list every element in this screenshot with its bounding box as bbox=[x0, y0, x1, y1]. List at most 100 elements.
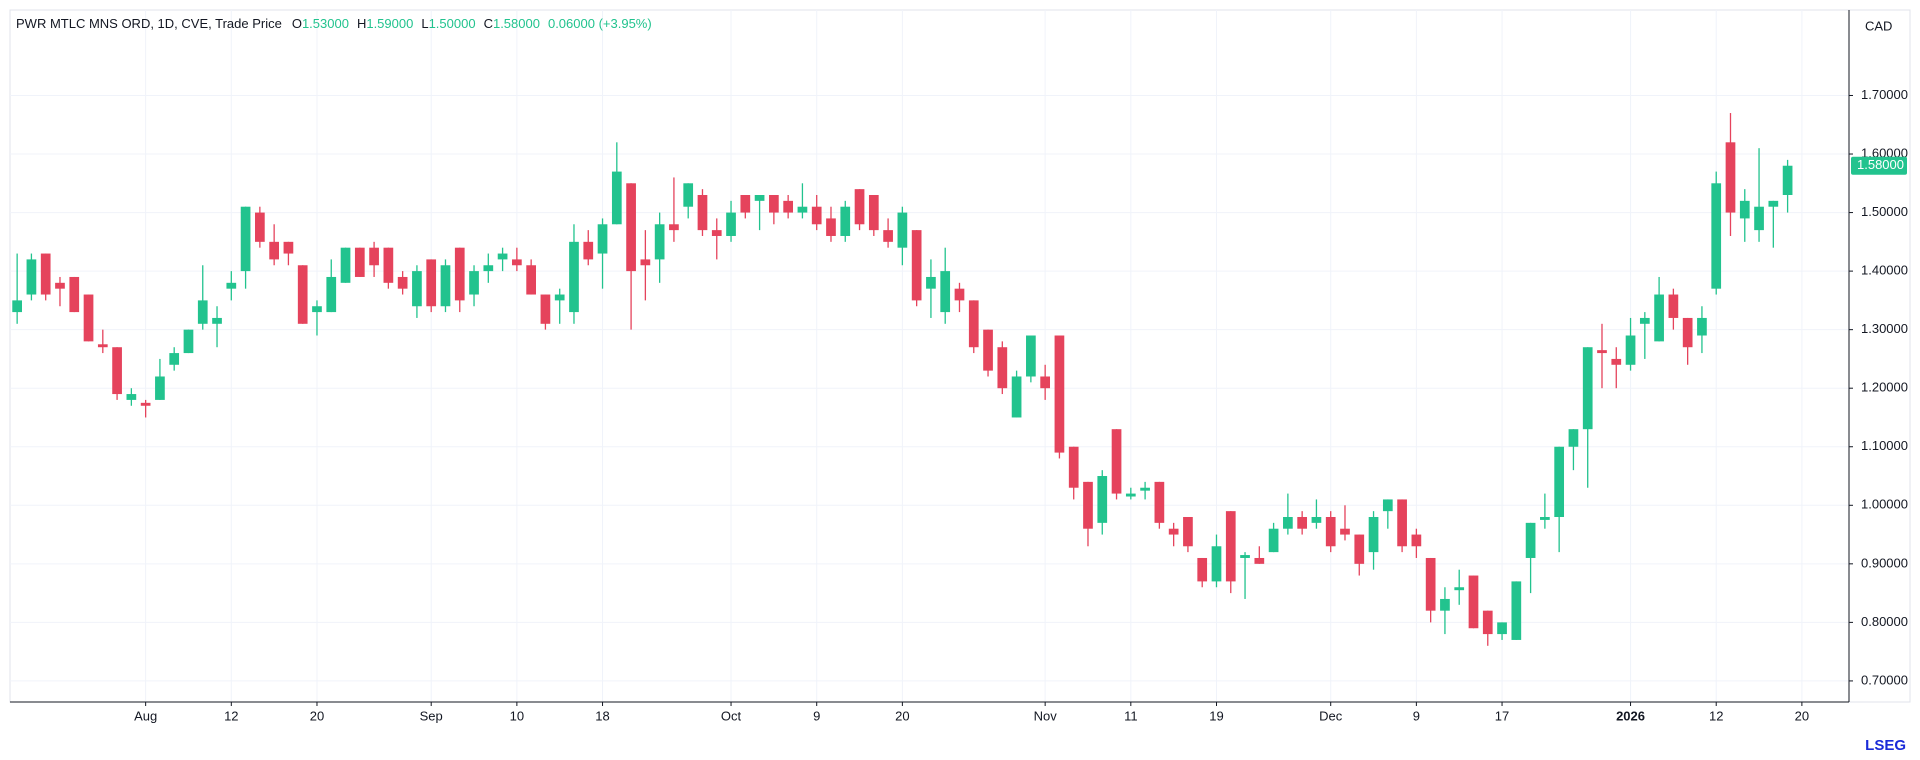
y-tick-label: 0.70000 bbox=[1861, 672, 1908, 687]
candle-body bbox=[397, 276, 408, 289]
candle-body bbox=[140, 402, 151, 406]
candle-body bbox=[126, 394, 137, 400]
ohlc-values: O1.53000 H1.59000 L1.50000 C1.58000 bbox=[292, 16, 548, 31]
candle-body bbox=[1211, 546, 1222, 582]
candle-body bbox=[1697, 317, 1707, 336]
x-tick-label: Oct bbox=[721, 708, 742, 723]
x-tick-label: 18 bbox=[595, 708, 609, 723]
candle-body bbox=[811, 206, 822, 225]
y-tick-label: 0.90000 bbox=[1861, 555, 1908, 570]
candle-body bbox=[340, 247, 351, 283]
candle-body bbox=[669, 224, 679, 231]
candle-body bbox=[769, 195, 779, 213]
candle-body bbox=[226, 282, 237, 289]
ohlc-value: 1.59000 bbox=[366, 16, 414, 31]
candle-body bbox=[497, 253, 508, 260]
x-tick-label: Sep bbox=[420, 708, 443, 723]
candle-body bbox=[69, 276, 80, 313]
symbol-title: PWR MTLC MNS ORD, 1D, CVE, Trade Price bbox=[16, 16, 282, 31]
candle-body bbox=[1340, 528, 1350, 535]
candle-body bbox=[683, 183, 694, 207]
candle-body bbox=[783, 200, 794, 213]
candle-body bbox=[968, 300, 979, 348]
ohlc-label: O bbox=[291, 16, 302, 31]
candle-body bbox=[654, 224, 665, 260]
candle-body bbox=[1054, 335, 1065, 453]
candle-body bbox=[1782, 165, 1793, 196]
candle-body bbox=[854, 189, 865, 225]
candle-body bbox=[597, 224, 608, 254]
x-tick-label: Nov bbox=[1034, 708, 1058, 723]
candle-body bbox=[826, 218, 836, 236]
candle-body bbox=[1068, 446, 1079, 488]
candle-body bbox=[1739, 200, 1750, 219]
candle-body bbox=[1154, 481, 1165, 523]
candle-body bbox=[1440, 598, 1450, 611]
candle-body bbox=[1026, 335, 1036, 377]
candle-body bbox=[1183, 516, 1193, 547]
candle-body bbox=[1040, 376, 1051, 389]
candle-body bbox=[169, 353, 180, 365]
ohlc-label: C bbox=[483, 16, 493, 31]
currency-label: CAD bbox=[1865, 18, 1892, 33]
y-tick-label: 1.50000 bbox=[1861, 204, 1908, 219]
plot-border bbox=[9, 9, 1911, 703]
candle-body bbox=[626, 183, 636, 272]
candle-body bbox=[997, 347, 1008, 389]
candle-body bbox=[1411, 534, 1422, 547]
x-tick-label: 20 bbox=[1795, 708, 1809, 723]
candle-body bbox=[1525, 522, 1536, 558]
candle-body bbox=[426, 259, 437, 307]
candle-body bbox=[1682, 317, 1693, 348]
candle-body bbox=[1297, 516, 1308, 529]
candle-body bbox=[1497, 622, 1507, 635]
candle-body bbox=[540, 294, 551, 324]
candle-body bbox=[12, 300, 22, 313]
candle-body bbox=[326, 276, 337, 313]
candle-body bbox=[112, 347, 122, 395]
candle-body bbox=[255, 212, 265, 242]
x-tick-label: Dec bbox=[1319, 708, 1343, 723]
candle-body bbox=[83, 294, 94, 342]
candle-body bbox=[1639, 317, 1650, 324]
candle-body bbox=[1568, 429, 1579, 447]
candle-body bbox=[1425, 557, 1436, 611]
candle-body bbox=[797, 206, 808, 213]
candle-body bbox=[840, 206, 851, 236]
candle-body bbox=[297, 265, 308, 324]
candle-body bbox=[726, 212, 736, 236]
candle-body bbox=[554, 294, 565, 301]
x-tick-label: 9 bbox=[1413, 708, 1420, 723]
ohlc-label: H bbox=[356, 16, 367, 31]
candle-body bbox=[1554, 446, 1565, 517]
candle-body bbox=[1125, 493, 1136, 497]
x-tick-label: 2026 bbox=[1616, 708, 1645, 723]
candle-body bbox=[40, 253, 51, 295]
candle-body bbox=[611, 171, 622, 225]
candle-body bbox=[740, 195, 751, 213]
candle-body bbox=[1711, 183, 1722, 289]
candle-body bbox=[183, 329, 194, 354]
candle-body bbox=[1540, 516, 1550, 520]
candle-body bbox=[911, 230, 922, 301]
candle-body bbox=[583, 241, 594, 260]
candle-body bbox=[383, 247, 394, 283]
candle-body bbox=[711, 230, 722, 236]
candle-body bbox=[1083, 481, 1093, 529]
candle-body bbox=[469, 271, 479, 295]
candle-body bbox=[940, 271, 951, 313]
candle-body bbox=[1454, 587, 1465, 591]
x-tick-label: Aug bbox=[134, 708, 157, 723]
candle-body bbox=[1311, 516, 1322, 523]
candle-body bbox=[697, 195, 708, 231]
legend-header: PWR MTLC MNS ORD, 1D, CVE, Trade Price O1… bbox=[16, 16, 652, 31]
candle-body bbox=[369, 247, 379, 266]
candle-body bbox=[1197, 557, 1208, 582]
candle-body bbox=[883, 230, 893, 242]
candle-body bbox=[1111, 429, 1122, 494]
candle-body bbox=[1354, 534, 1365, 564]
candle-body bbox=[312, 306, 322, 313]
candle-body bbox=[1725, 142, 1736, 213]
